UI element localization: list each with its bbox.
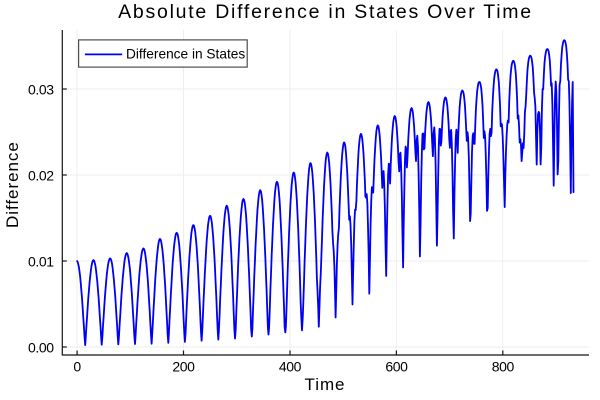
- svg-text:0: 0: [73, 358, 81, 374]
- svg-text:Difference: Difference: [3, 141, 22, 228]
- svg-text:Absolute Difference in States: Absolute Difference in States Over Time: [118, 1, 533, 23]
- svg-text:600: 600: [385, 358, 408, 374]
- svg-text:0.02: 0.02: [28, 167, 54, 183]
- svg-text:Difference in States: Difference in States: [126, 47, 245, 62]
- svg-text:0.00: 0.00: [28, 339, 54, 355]
- svg-text:Time: Time: [305, 375, 346, 394]
- svg-text:400: 400: [279, 358, 302, 374]
- svg-text:800: 800: [492, 358, 515, 374]
- svg-text:0.03: 0.03: [28, 81, 54, 97]
- svg-text:200: 200: [172, 358, 195, 374]
- svg-text:0.01: 0.01: [28, 253, 54, 269]
